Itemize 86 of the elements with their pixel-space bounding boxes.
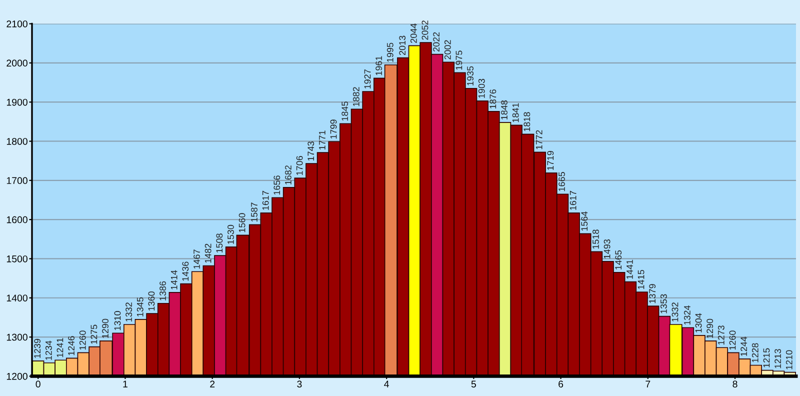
- data-label: 1441: [626, 260, 633, 279]
- y-tick-label: 1800: [6, 138, 28, 145]
- data-label: 1587: [251, 202, 258, 222]
- y-tick-label: 1500: [6, 255, 28, 262]
- data-label: 1560: [238, 213, 246, 232]
- data-label: 1848: [501, 100, 508, 120]
- data-label: 1617: [262, 190, 269, 210]
- data-label: 1414: [170, 270, 178, 290]
- data-label: 1771: [319, 130, 326, 150]
- data-label: 1215: [763, 348, 770, 368]
- data-label: 1772: [536, 130, 542, 150]
- data-label: 1617: [570, 190, 576, 210]
- x-tick-label: 8: [732, 380, 738, 388]
- data-label: 1467: [194, 250, 200, 269]
- data-label: 1818: [524, 112, 530, 132]
- data-label: 1961: [376, 56, 382, 76]
- data-label: 1310: [114, 311, 121, 330]
- x-tick-label: 2: [210, 380, 215, 388]
- x-tick-label: 7: [646, 380, 650, 388]
- data-label: 1876: [490, 89, 496, 108]
- data-label: 1260: [729, 330, 736, 350]
- data-label: 1332: [672, 302, 678, 322]
- data-label: 1719: [547, 150, 554, 170]
- data-label: 1706: [296, 156, 303, 176]
- data-label: 1213: [774, 349, 781, 368]
- data-label: 1882: [352, 87, 360, 106]
- data-label: 1239: [34, 338, 41, 358]
- data-label: 1935: [467, 66, 474, 86]
- y-tick-label: 2100: [6, 20, 28, 28]
- data-label: 1493: [604, 239, 610, 258]
- data-label: 1379: [649, 284, 656, 304]
- data-label: 1465: [615, 250, 622, 270]
- y-tick-label: 1600: [6, 216, 28, 224]
- data-label: 1975: [456, 50, 462, 70]
- data-label: 1845: [342, 102, 348, 121]
- data-label: 1275: [90, 324, 98, 344]
- data-label: 1332: [126, 302, 132, 322]
- x-tick-label: 3: [297, 380, 302, 388]
- y-tick-label: 1400: [6, 294, 28, 302]
- data-label: 1436: [182, 262, 189, 281]
- data-label: 2013: [399, 36, 406, 56]
- data-label: 2044: [410, 24, 417, 43]
- x-tick-label: 4: [384, 380, 389, 388]
- data-label: 1564: [581, 211, 588, 231]
- data-label: 1415: [638, 270, 644, 289]
- data-label: 1260: [79, 330, 86, 350]
- data-label: 1530: [228, 224, 234, 244]
- data-label: 1799: [330, 120, 337, 139]
- data-label: 1927: [364, 70, 371, 88]
- data-label: 1241: [56, 338, 64, 358]
- data-label: 1360: [148, 291, 155, 311]
- data-label: 1246: [68, 336, 74, 356]
- y-tick-label: 2000: [6, 60, 28, 67]
- y-tick-label: 1300: [6, 334, 28, 341]
- data-label: 1518: [592, 230, 599, 249]
- data-label: 1682: [285, 165, 292, 184]
- data-label: 1345: [136, 297, 144, 316]
- x-tick-label: 6: [558, 380, 564, 388]
- y-tick-label: 1200: [6, 372, 28, 380]
- data-label: 1386: [160, 281, 166, 300]
- data-label: 1273: [718, 326, 724, 345]
- data-label: 1244: [740, 336, 747, 356]
- data-label: 1841: [512, 103, 519, 122]
- x-tick-label: 0: [36, 380, 40, 388]
- data-label: 1228: [752, 343, 758, 362]
- data-label: 2022: [433, 32, 440, 52]
- data-label: 1324: [684, 305, 690, 325]
- data-label: 1743: [308, 142, 314, 161]
- y-tick-label: 1700: [6, 177, 28, 184]
- data-label: 1304: [695, 313, 702, 332]
- data-label: 1903: [478, 78, 485, 98]
- data-label: 1290: [706, 318, 714, 338]
- data-label: 1665: [558, 172, 565, 192]
- data-label: 1656: [274, 176, 280, 195]
- y-tick-label: 1900: [6, 98, 28, 106]
- data-label: 1234: [45, 340, 52, 360]
- data-label: 1995: [386, 42, 394, 62]
- data-label: 1508: [216, 234, 223, 253]
- data-label: 1290: [102, 318, 108, 338]
- x-tick-label: 5: [471, 380, 476, 388]
- x-tick-label: 1: [123, 380, 128, 388]
- data-label: 2002: [444, 40, 451, 60]
- data-label: 1210: [786, 350, 792, 370]
- data-label: 1353: [660, 294, 667, 314]
- data-label: 1482: [204, 244, 212, 263]
- data-label: 2052: [422, 20, 428, 40]
